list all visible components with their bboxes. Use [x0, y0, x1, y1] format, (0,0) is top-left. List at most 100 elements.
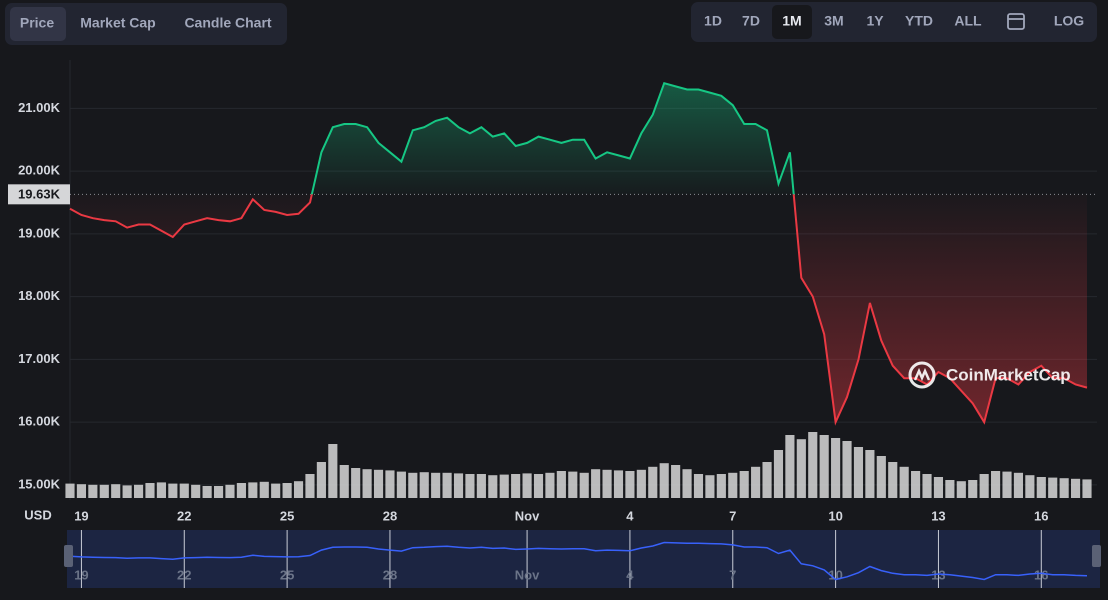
volume-bar: [842, 441, 852, 498]
navigator-tick-label: 13: [931, 567, 945, 582]
volume-bar: [88, 484, 98, 498]
x-tick-label: 22: [177, 508, 191, 523]
volume-bar: [522, 473, 532, 498]
volume-bar: [179, 483, 189, 498]
price-line-down: [69, 194, 1088, 426]
volume-bar: [442, 472, 452, 498]
volume-bar: [956, 481, 966, 498]
tab-button[interactable]: Candle Chart: [184, 15, 271, 31]
volume-bar: [328, 444, 338, 498]
tab-active-bg: [10, 7, 66, 41]
navigator[interactable]: [67, 530, 1100, 588]
volume-bar: [76, 484, 86, 498]
range-button[interactable]: YTD: [905, 13, 933, 29]
volume-bar: [968, 480, 978, 498]
volume-bar: [911, 471, 921, 498]
volume-bar: [933, 477, 944, 498]
volume-bar: [133, 484, 144, 498]
watermark-text: CoinMarketCap: [946, 365, 1071, 384]
watermark: CoinMarketCap: [908, 361, 1071, 389]
volume-bar: [762, 462, 772, 498]
volume-bar: [305, 474, 315, 498]
volume-bar: [991, 471, 1001, 498]
log-button[interactable]: LOG: [1054, 13, 1084, 29]
navigator-tick-label: 28: [383, 567, 397, 582]
volume-bar: [453, 473, 464, 498]
tab-group: [5, 3, 287, 45]
tab-button[interactable]: Price: [20, 15, 54, 31]
y-tick-label: 19.00K: [18, 225, 61, 240]
volume-bar: [659, 463, 669, 498]
volume-bar: [111, 484, 121, 498]
volume-bar: [922, 474, 932, 498]
range-button[interactable]: 3M: [824, 13, 843, 29]
volume-bar: [602, 469, 612, 498]
volume-bar: [202, 486, 212, 498]
navigator-handle-left[interactable]: [64, 545, 73, 567]
volume-bar: [751, 466, 761, 498]
volume-bar: [1059, 478, 1069, 498]
volume-bar: [1002, 471, 1012, 498]
y-tick-label: 15.00K: [18, 476, 61, 491]
volume-bar: [65, 483, 75, 498]
range-button[interactable]: 7D: [742, 13, 760, 29]
baseline-label: 19.63K: [18, 186, 61, 201]
area-down: [70, 194, 1087, 423]
x-tick-label: Nov: [515, 508, 540, 523]
range-active-bg: [772, 5, 812, 39]
tab-button[interactable]: Market Cap: [80, 15, 155, 31]
volume-bar: [259, 481, 269, 498]
navigator-line: [69, 541, 1088, 581]
x-tick-label: 25: [280, 508, 294, 523]
volume-bar: [293, 481, 304, 498]
volume-bar: [191, 484, 201, 498]
volume-bar: [431, 472, 441, 498]
navigator-tick-label: 19: [74, 567, 88, 582]
volume-bar: [545, 472, 555, 498]
volume-bar: [613, 470, 624, 498]
area-up: [70, 83, 1087, 195]
volume-bar: [979, 474, 989, 498]
x-tick-label: 13: [931, 508, 945, 523]
volume-bar: [145, 483, 155, 498]
volume-bar: [888, 462, 898, 498]
y-tick-label: 17.00K: [18, 351, 61, 366]
y-tick-label: 18.00K: [18, 288, 61, 303]
volume-bar: [122, 485, 132, 498]
volume-bar: [339, 465, 349, 498]
volume-bar: [579, 472, 589, 498]
volume-bar: [1048, 477, 1058, 498]
range-button[interactable]: ALL: [954, 13, 982, 29]
volume-bar: [648, 466, 658, 498]
volume-bar: [99, 484, 109, 498]
volume-bar: [808, 432, 818, 498]
calendar-icon: [1007, 13, 1025, 30]
volume-bar: [533, 474, 544, 498]
volume-bar: [419, 472, 429, 498]
volume-bar: [408, 472, 418, 498]
volume-bar: [225, 484, 235, 498]
volume-bar: [796, 439, 806, 498]
volume-bar: [316, 462, 326, 498]
navigator-tick-label: 22: [177, 567, 191, 582]
range-button[interactable]: 1Y: [866, 13, 884, 29]
volume-bar: [625, 471, 635, 498]
volume-bar: [156, 482, 166, 498]
watermark-logo: [908, 361, 936, 389]
range-button[interactable]: 1D: [704, 13, 722, 29]
volume-bar: [773, 450, 784, 498]
navigator-tick-label: 16: [1034, 567, 1048, 582]
volume-bar: [899, 466, 909, 498]
volume-bar: [282, 483, 292, 498]
volume-bar: [1071, 478, 1081, 498]
calendar-button[interactable]: [1007, 13, 1025, 30]
navigator-tick-label: 4: [626, 567, 634, 582]
volume-bar: [716, 474, 726, 498]
volume-bar: [568, 471, 578, 498]
range-button[interactable]: 1M: [782, 13, 801, 29]
navigator-handle-right[interactable]: [1092, 545, 1101, 567]
volume-bar: [511, 474, 521, 498]
volume-bar: [785, 435, 795, 498]
price-line-up: [310, 81, 795, 195]
